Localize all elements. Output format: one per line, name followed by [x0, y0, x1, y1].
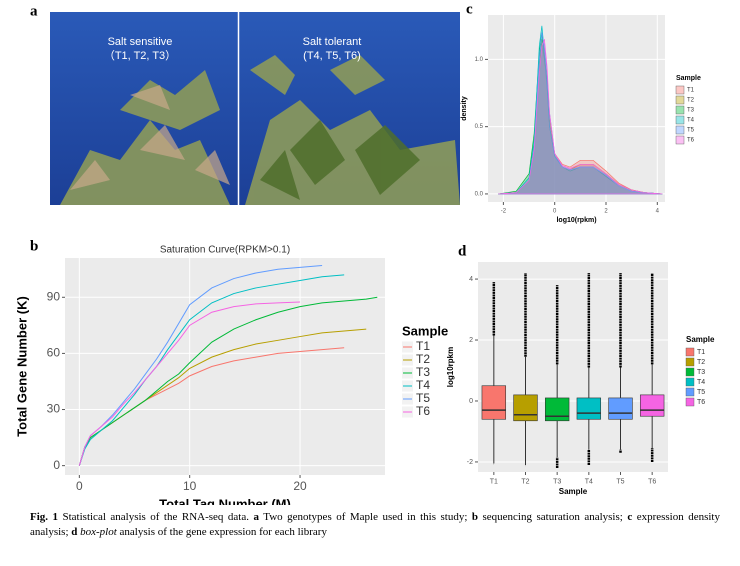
- legend-title: Sample: [686, 335, 715, 344]
- legend-key: [675, 115, 685, 125]
- legend-key: [685, 367, 695, 377]
- y-tick-label: 1.0: [475, 57, 484, 63]
- legend-key: [685, 397, 695, 407]
- x-tick-label: 0: [553, 209, 557, 215]
- y-tick-label: 60: [47, 346, 61, 360]
- x-tick-label: 0: [76, 479, 83, 493]
- x-tick-label: T6: [648, 478, 656, 485]
- y-tick-label: 0.5: [475, 124, 484, 130]
- legend-label: T6: [697, 399, 705, 406]
- plot-background: [488, 15, 665, 202]
- legend-label: T3: [687, 108, 695, 114]
- legend-key: [675, 125, 685, 135]
- x-axis-title: log10(rpkm): [556, 217, 596, 224]
- y-tick-label: 4: [469, 276, 473, 283]
- legend-label: T6: [687, 138, 695, 144]
- photo: Salt sensitive （T1, T2, T3） Salt toleran…: [50, 12, 460, 205]
- panel-label: a: [30, 3, 38, 19]
- caption-run: Fig. 1: [30, 511, 59, 523]
- legend-label: T2: [697, 359, 705, 366]
- legend-key: [685, 387, 695, 397]
- photo-label: (T4, T5, T6): [303, 50, 361, 62]
- photo-label: Salt tolerant: [303, 36, 362, 48]
- density-area: [498, 39, 663, 195]
- photo-label: Salt sensitive: [108, 36, 173, 48]
- photo-label: （T1, T2, T3）: [104, 49, 176, 62]
- y-axis-title: log10rpkm: [446, 347, 455, 387]
- caption-run: Two genotypes of Maple used in this stud…: [258, 511, 472, 523]
- y-tick-label: 0: [469, 398, 473, 405]
- legend-label: T3: [697, 369, 705, 376]
- x-tick-label: -2: [501, 209, 507, 215]
- legend-label: T6: [416, 404, 430, 418]
- legend-label: T2: [687, 98, 695, 104]
- x-tick-label: T2: [521, 478, 529, 485]
- x-tick-label: T5: [616, 478, 624, 485]
- x-tick-label: T3: [553, 478, 561, 485]
- caption-run: box-plot: [80, 526, 117, 538]
- caption-run: analysis of the gene expression for each…: [116, 526, 327, 538]
- x-tick-label: T1: [490, 478, 498, 485]
- legend-label: T4: [697, 379, 705, 386]
- legend-key: [675, 135, 685, 145]
- panel-label: b: [30, 238, 38, 254]
- caption-run: expression density analysis;: [30, 511, 720, 538]
- legend-key: [675, 85, 685, 95]
- plot-background: [478, 262, 668, 472]
- legend-key: [675, 105, 685, 115]
- legend-key: [685, 347, 695, 357]
- caption-run: d: [71, 526, 78, 538]
- y-tick-label: 2: [469, 337, 473, 344]
- legend-label: T1: [687, 88, 695, 94]
- line: [78, 274, 345, 466]
- legend-key: [685, 377, 695, 387]
- line: [78, 301, 301, 466]
- x-tick-label: 2: [604, 209, 608, 215]
- legend-label: T4: [416, 378, 430, 392]
- y-tick-label: 90: [47, 289, 61, 303]
- caption: Fig. 1 Statistical analysis of the RNA-s…: [30, 510, 720, 540]
- caption-run: Statistical analysis of the RNA-seq data…: [58, 511, 254, 523]
- caption-run: a: [253, 511, 259, 523]
- x-tick-label: 4: [656, 209, 660, 215]
- legend-label: T4: [687, 118, 695, 124]
- legend-title: Sample: [676, 75, 701, 82]
- y-axis-title: Total Gene Number (K): [14, 296, 29, 437]
- legend-label: T5: [687, 128, 695, 134]
- y-tick-label: 0: [53, 458, 60, 472]
- caption-run: sequencing saturation analysis;: [478, 511, 628, 523]
- x-tick-label: T4: [585, 478, 593, 485]
- box: [576, 397, 602, 420]
- box: [481, 385, 507, 420]
- panel-label: c: [466, 1, 473, 17]
- y-tick-label: 30: [47, 402, 61, 416]
- box: [513, 394, 538, 422]
- legend-label: T1: [416, 339, 430, 353]
- chart-title: Saturation Curve(RPKM>0.1): [160, 245, 290, 256]
- box: [608, 397, 633, 420]
- x-axis-title: Total Tag Number (M): [159, 496, 291, 505]
- plot-background: [65, 258, 385, 475]
- x-axis-title: Sample: [559, 487, 588, 496]
- caption-run: b: [471, 511, 479, 523]
- legend-label: T1: [697, 349, 705, 356]
- legend-key: [675, 95, 685, 105]
- caption-run: c: [627, 511, 633, 523]
- legend-key: [685, 357, 695, 367]
- panel-label: d: [458, 243, 467, 259]
- figure: Salt sensitive （T1, T2, T3） Salt toleran…: [14, 1, 715, 505]
- legend-label: T5: [416, 391, 430, 405]
- y-tick-label: -2: [467, 459, 473, 466]
- box: [544, 397, 570, 422]
- x-tick-label: 10: [183, 479, 197, 493]
- y-axis-title: density: [461, 96, 468, 121]
- legend-label: T5: [697, 389, 705, 396]
- box: [639, 394, 665, 417]
- legend-label: T2: [416, 352, 430, 366]
- x-tick-label: 20: [293, 479, 307, 493]
- legend-label: T3: [416, 365, 430, 379]
- y-tick-label: 0.0: [475, 192, 484, 198]
- legend-title: Sample: [402, 323, 448, 338]
